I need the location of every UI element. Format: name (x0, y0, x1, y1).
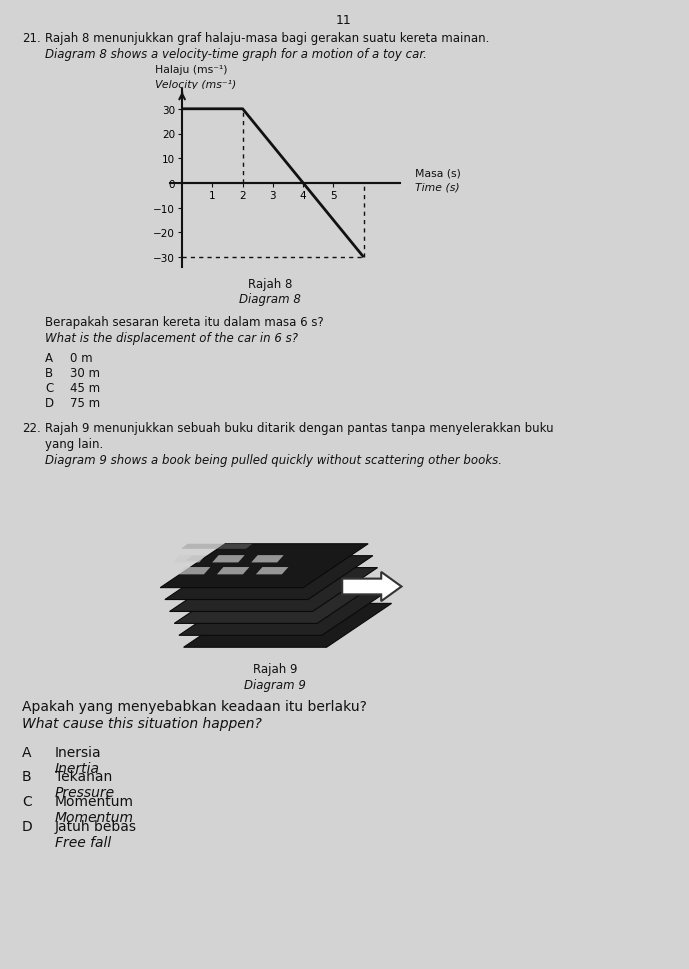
Text: What cause this situation happen?: What cause this situation happen? (22, 716, 262, 731)
Text: Masa (s): Masa (s) (415, 168, 461, 178)
Text: C: C (22, 795, 32, 808)
Polygon shape (183, 604, 391, 647)
Polygon shape (342, 573, 402, 602)
Polygon shape (275, 615, 307, 622)
Polygon shape (187, 591, 220, 599)
Text: Momentum: Momentum (55, 810, 134, 825)
Text: Diagram 8: Diagram 8 (239, 293, 301, 305)
Text: Jatuh bebas: Jatuh bebas (55, 819, 137, 833)
Polygon shape (256, 568, 289, 575)
Polygon shape (226, 591, 259, 599)
Text: Momentum: Momentum (55, 795, 134, 808)
Text: yang lain.: yang lain. (45, 438, 103, 451)
Text: Berapakah sesaran kereta itu dalam masa 6 s?: Berapakah sesaran kereta itu dalam masa … (45, 316, 324, 328)
Polygon shape (200, 592, 271, 597)
Polygon shape (265, 591, 298, 599)
Polygon shape (173, 555, 206, 563)
Text: Free fall: Free fall (55, 835, 111, 849)
Polygon shape (236, 615, 268, 622)
Text: B: B (22, 769, 32, 783)
Text: 11: 11 (336, 14, 352, 27)
Text: Apakah yang menyebabkan keadaan itu berlaku?: Apakah yang menyebabkan keadaan itu berl… (22, 700, 367, 713)
Text: Halaju (ms⁻¹): Halaju (ms⁻¹) (155, 65, 227, 75)
Text: A: A (22, 745, 32, 760)
Text: B: B (45, 366, 53, 380)
Polygon shape (212, 555, 245, 563)
Text: 30 m: 30 m (70, 366, 100, 380)
Text: 0 m: 0 m (70, 352, 92, 364)
Polygon shape (190, 568, 262, 573)
Text: 21.: 21. (22, 32, 41, 45)
Text: Rajah 8: Rajah 8 (248, 278, 292, 291)
Text: A: A (45, 352, 53, 364)
Polygon shape (174, 579, 382, 624)
Polygon shape (222, 579, 254, 586)
Polygon shape (260, 579, 293, 586)
Polygon shape (196, 615, 229, 622)
Polygon shape (183, 579, 215, 586)
Text: Time (s): Time (s) (415, 183, 460, 193)
Text: Inersia: Inersia (55, 745, 101, 760)
Text: Diagram 8 shows a velocity-time graph for a motion of a toy car.: Diagram 8 shows a velocity-time graph fo… (45, 47, 427, 61)
Polygon shape (231, 603, 263, 610)
Text: Diagram 9 shows a book being pulled quickly without scattering other books.: Diagram 9 shows a book being pulled quic… (45, 453, 502, 466)
Polygon shape (169, 568, 378, 611)
Text: Rajah 9 menunjukkan sebuah buku ditarik dengan pantas tanpa menyelerakkan buku: Rajah 9 menunjukkan sebuah buku ditarik … (45, 422, 554, 434)
Text: What is the displacement of the car in 6 s?: What is the displacement of the car in 6… (45, 331, 298, 345)
Polygon shape (192, 603, 225, 610)
Polygon shape (178, 568, 210, 575)
Text: 22.: 22. (22, 422, 41, 434)
Polygon shape (205, 604, 276, 609)
Text: Diagram 9: Diagram 9 (244, 678, 306, 691)
Text: Pressure: Pressure (55, 785, 115, 799)
Polygon shape (179, 592, 387, 636)
Text: Tekanan: Tekanan (55, 769, 112, 783)
Text: Rajah 8 menunjukkan graf halaju-masa bagi gerakan suatu kereta mainan.: Rajah 8 menunjukkan graf halaju-masa bag… (45, 32, 489, 45)
Text: 75 m: 75 m (70, 396, 100, 410)
Text: Rajah 9: Rajah 9 (253, 663, 297, 675)
Text: Inertia: Inertia (55, 762, 100, 775)
Text: Velocity (ms⁻¹): Velocity (ms⁻¹) (155, 79, 236, 90)
Polygon shape (165, 556, 373, 600)
Polygon shape (195, 579, 267, 585)
Text: D: D (45, 396, 54, 410)
Polygon shape (270, 603, 302, 610)
Text: 45 m: 45 m (70, 382, 100, 394)
Polygon shape (185, 556, 257, 561)
Polygon shape (161, 545, 368, 588)
Text: D: D (22, 819, 33, 833)
Polygon shape (217, 568, 249, 575)
Polygon shape (181, 545, 252, 549)
Text: C: C (45, 382, 53, 394)
Polygon shape (251, 555, 284, 563)
